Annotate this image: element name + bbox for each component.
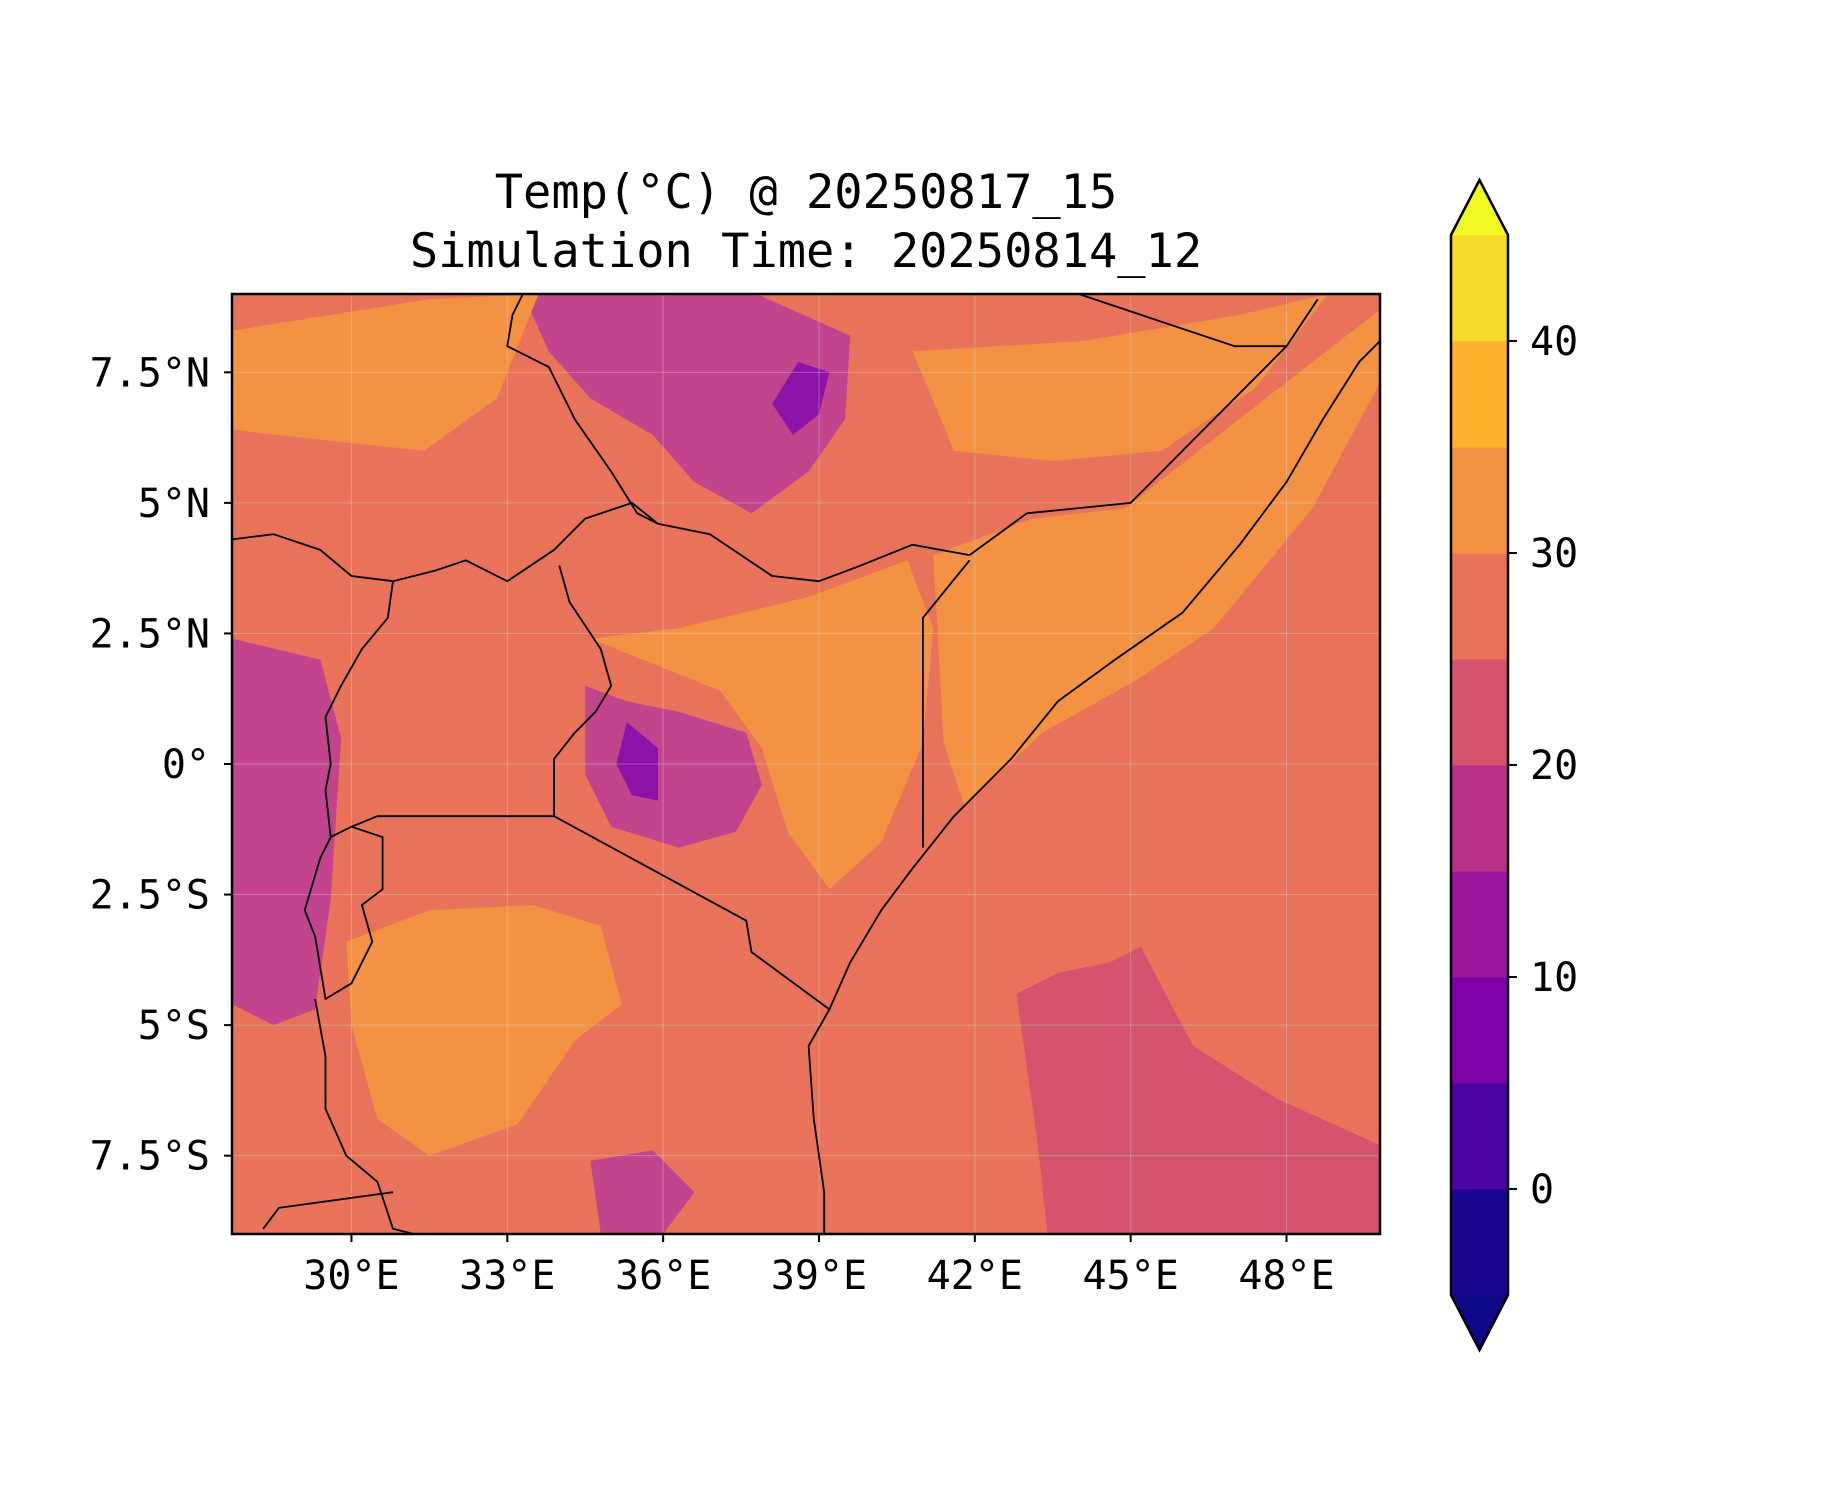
y-tick-label: 0° <box>162 742 210 788</box>
y-tick-label: 7.5°N <box>90 350 210 396</box>
colorbar-segment <box>1451 1083 1508 1190</box>
colorbar-segment <box>1451 977 1508 1084</box>
x-tick-label: 39°E <box>771 1253 867 1299</box>
region-ethiopian-highlands-core <box>772 361 830 435</box>
border-uganda-tanzania-border <box>351 815 555 828</box>
country-borders <box>232 294 1380 1234</box>
y-tick-label: 2.5°N <box>90 611 210 657</box>
map-title-line2: Simulation Time: 20250814_12 <box>410 224 1202 279</box>
colorbar-under-triangle <box>1451 1295 1508 1350</box>
region-southern-highlands <box>590 1150 695 1234</box>
map-panel <box>230 292 1382 1236</box>
border-sudan-ethiopia-border <box>506 294 659 525</box>
border-zambia-border <box>262 1191 394 1230</box>
longitude-axis: 30°E 33°E 36°E 39°E 42°E 45°E 48°E <box>303 1234 1335 1299</box>
latitude-axis: 7.5°N 5°N 2.5°N 0° 2.5°S 5°S 7.5°S <box>90 350 232 1180</box>
region-south-sudan-plains <box>232 294 539 451</box>
region-ogaden-plateau <box>912 294 1329 462</box>
border-kenya-tanzania-border <box>553 815 830 1011</box>
x-tick-label: 33°E <box>459 1253 555 1299</box>
border-south-sudan-uganda-border <box>232 501 659 583</box>
colorbar-segment <box>1451 659 1508 766</box>
colorbar-tick-label: 30 <box>1530 531 1578 577</box>
border-kenya-ethiopia-border <box>657 522 970 583</box>
colorbar-ticks: 0 10 20 30 40 <box>1508 319 1578 1213</box>
y-tick-label: 5°N <box>138 481 210 527</box>
x-tick-label: 42°E <box>927 1253 1023 1299</box>
colorbar-segment <box>1451 235 1508 342</box>
border-somaliland-border <box>1078 294 1287 348</box>
region-indian-ocean-cool-zone <box>1016 946 1380 1234</box>
x-tick-label: 36°E <box>615 1253 711 1299</box>
colorbar-segment <box>1451 871 1508 978</box>
region-albertine-rift <box>232 638 342 1026</box>
border-uganda-congo-border <box>324 581 394 838</box>
x-tick-label: 48°E <box>1238 1253 1334 1299</box>
border-east-coastline <box>807 340 1380 1234</box>
border-lake-tanganyika-west <box>314 998 415 1234</box>
region-somali-interior <box>933 309 1380 806</box>
x-tick-label: 30°E <box>303 1253 399 1299</box>
region-ethiopian-highlands <box>522 294 851 514</box>
graticule <box>232 294 1380 1234</box>
colorbar-segment <box>1451 341 1508 448</box>
colorbar-segment <box>1451 447 1508 554</box>
map-title-line1: Temp(°C) @ 20250817_15 <box>495 165 1118 220</box>
colorbar-segments <box>1451 180 1508 1350</box>
x-tick-label: 45°E <box>1082 1253 1178 1299</box>
region-northern-kenya <box>590 560 934 890</box>
colorbar: 0 10 20 30 40 <box>1449 177 1578 1353</box>
colorbar-over-triangle <box>1451 180 1508 235</box>
colorbar-tick-label: 20 <box>1530 743 1578 789</box>
y-tick-label: 7.5°S <box>90 1134 210 1180</box>
colorbar-outline <box>1449 177 1510 1353</box>
y-tick-label: 2.5°S <box>90 873 210 919</box>
temperature-fill-layer <box>232 294 1380 1234</box>
colorbar-segment <box>1451 553 1508 660</box>
colorbar-tick-label: 0 <box>1530 1167 1554 1213</box>
y-tick-label: 5°S <box>138 1003 210 1049</box>
colorbar-tick-label: 40 <box>1530 319 1578 365</box>
border-uganda-kenya-border <box>553 565 613 817</box>
border-kenya-somalia-border <box>922 559 971 848</box>
region-kenya-highlands-core <box>616 722 658 801</box>
region-tanzania-plateau <box>346 905 622 1156</box>
colorbar-tick-label: 10 <box>1530 955 1578 1001</box>
colorbar-segment <box>1451 1189 1508 1296</box>
border-rwanda-burundi-outline <box>303 825 384 1000</box>
colorbar-segment <box>1451 765 1508 872</box>
